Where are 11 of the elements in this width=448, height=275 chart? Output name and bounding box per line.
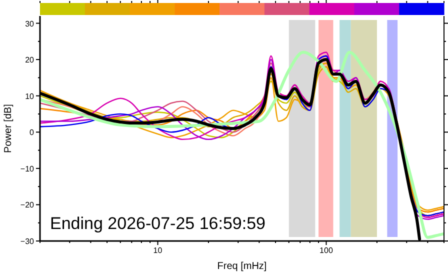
y-tick-label: 20 <box>25 56 35 65</box>
x-tick-label: 100 <box>320 246 334 255</box>
y-tick-label: −20 <box>20 200 35 210</box>
y-tick-label: 30 <box>25 19 35 28</box>
y-axis-title: Power [dB] <box>3 104 14 153</box>
y-tick-label: −10 <box>20 164 35 174</box>
y-tick-label: 0 <box>30 128 35 138</box>
y-tick-label: 10 <box>25 92 35 101</box>
x-axis-title: Freq [mHz] <box>217 261 267 272</box>
y-tick-label: −30 <box>20 237 35 246</box>
annotation: Ending 2026-07-25 16:59:59 <box>50 214 266 233</box>
